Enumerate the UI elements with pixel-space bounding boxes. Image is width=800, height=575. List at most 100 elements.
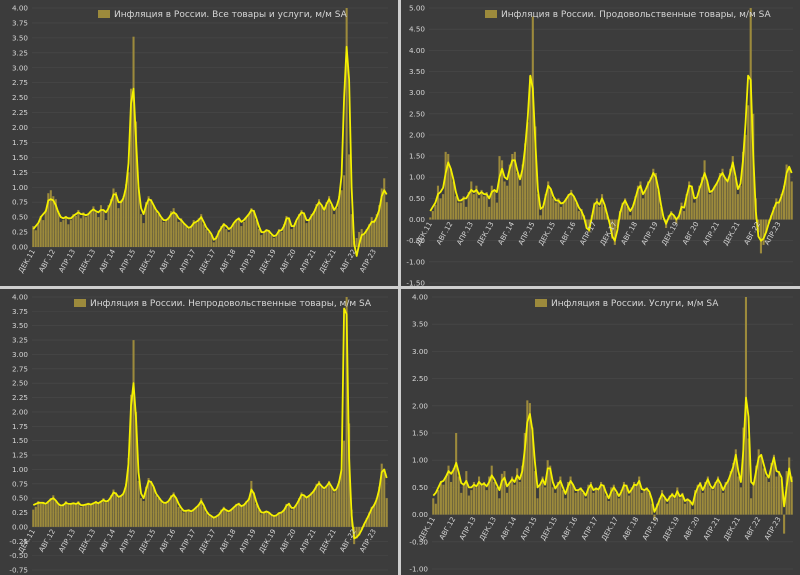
bar [775, 476, 778, 515]
bar [536, 194, 539, 220]
bar [72, 214, 75, 247]
bar [780, 479, 783, 515]
bar [280, 232, 283, 247]
y-tick-label: -0.50 [406, 236, 425, 245]
bar [172, 208, 175, 247]
bar [526, 400, 529, 515]
chart-svg: -1.50 -1.00 -0.50 0.00 0.50 1.00 1.50 2.00 2.50 3… [406, 4, 793, 286]
bar [631, 206, 634, 220]
bar [508, 481, 511, 515]
bar [114, 492, 118, 527]
bar [437, 490, 440, 515]
bar [277, 229, 280, 247]
y-tick-label: 2.00 [12, 407, 28, 416]
bar [272, 238, 275, 247]
bar [676, 487, 679, 515]
x-tick-label: ДЕК.21 [722, 221, 742, 248]
bar [132, 340, 135, 527]
bar [232, 506, 235, 527]
bar [429, 217, 432, 220]
bar [107, 501, 110, 527]
bar [297, 214, 301, 247]
bar [318, 480, 321, 527]
bar [310, 492, 313, 527]
bar [42, 502, 45, 527]
bar [57, 211, 60, 247]
bar [54, 199, 57, 247]
bar [200, 498, 203, 527]
bar [250, 480, 253, 527]
bar [518, 481, 521, 515]
bar [79, 218, 82, 247]
y-tick-label: 1.75 [12, 138, 28, 147]
bar [511, 153, 514, 220]
horizontal-divider [0, 286, 800, 289]
x-tick-label: АВГ.14 [497, 220, 517, 246]
y-tick-label: 1.25 [12, 451, 28, 460]
bar [72, 502, 75, 527]
bar [355, 526, 358, 539]
bar [442, 194, 445, 220]
bar [526, 122, 529, 220]
bar [772, 206, 775, 220]
bar [210, 233, 213, 247]
bar [706, 476, 709, 515]
bar [612, 484, 615, 515]
bar [325, 485, 328, 527]
bar [449, 168, 452, 220]
bar [630, 487, 633, 515]
bar [711, 490, 714, 515]
x-tick-label: ДЕК.21 [318, 248, 338, 275]
bar [506, 185, 509, 220]
bar [736, 194, 739, 220]
bar [142, 223, 145, 247]
bar [701, 492, 704, 515]
y-tick-label: 0.75 [12, 198, 28, 207]
bar [57, 503, 60, 527]
bar [673, 498, 676, 515]
bar [287, 502, 290, 527]
bar [147, 478, 150, 527]
x-tick-label: АПР.19 [238, 248, 258, 274]
trend-line [32, 307, 388, 540]
bar [744, 134, 747, 220]
bar [498, 156, 501, 220]
bar [333, 214, 336, 247]
bar [383, 469, 386, 527]
y-tick-label: -0.50 [409, 537, 428, 546]
x-tick-label: ДЕК.15 [137, 248, 157, 275]
bar [670, 211, 673, 220]
bar [305, 498, 308, 527]
bar [566, 481, 570, 515]
bar [84, 503, 87, 527]
y-tick-label: -1.00 [406, 257, 425, 266]
bar [683, 503, 686, 515]
bar [546, 460, 549, 515]
bar [305, 223, 308, 247]
x-tick-label: АПР.21 [298, 248, 318, 274]
bar [675, 219, 678, 224]
bar [613, 219, 616, 245]
bar [300, 209, 303, 247]
bar [155, 495, 158, 527]
bar [457, 202, 460, 220]
bar [315, 483, 318, 527]
x-tick-label: АВГ.12 [38, 248, 57, 274]
bar [380, 188, 383, 247]
x-tick-label: АВГ.20 [681, 221, 700, 247]
bar [378, 486, 381, 527]
bar [654, 173, 657, 220]
bar [315, 203, 318, 247]
bar [272, 516, 275, 527]
bar [521, 164, 524, 220]
bar [531, 427, 534, 515]
bar [533, 471, 537, 515]
bar [472, 481, 475, 515]
bar [734, 177, 737, 220]
bar [452, 468, 455, 515]
bar [655, 503, 659, 515]
bar [318, 199, 321, 247]
chart-svg: -0.75 -0.50 -0.25 0.00 0.25 0.50 0.75 1.00 1.25 1… [9, 293, 388, 575]
y-tick-label: 3.50 [12, 33, 28, 42]
bar [584, 498, 587, 515]
